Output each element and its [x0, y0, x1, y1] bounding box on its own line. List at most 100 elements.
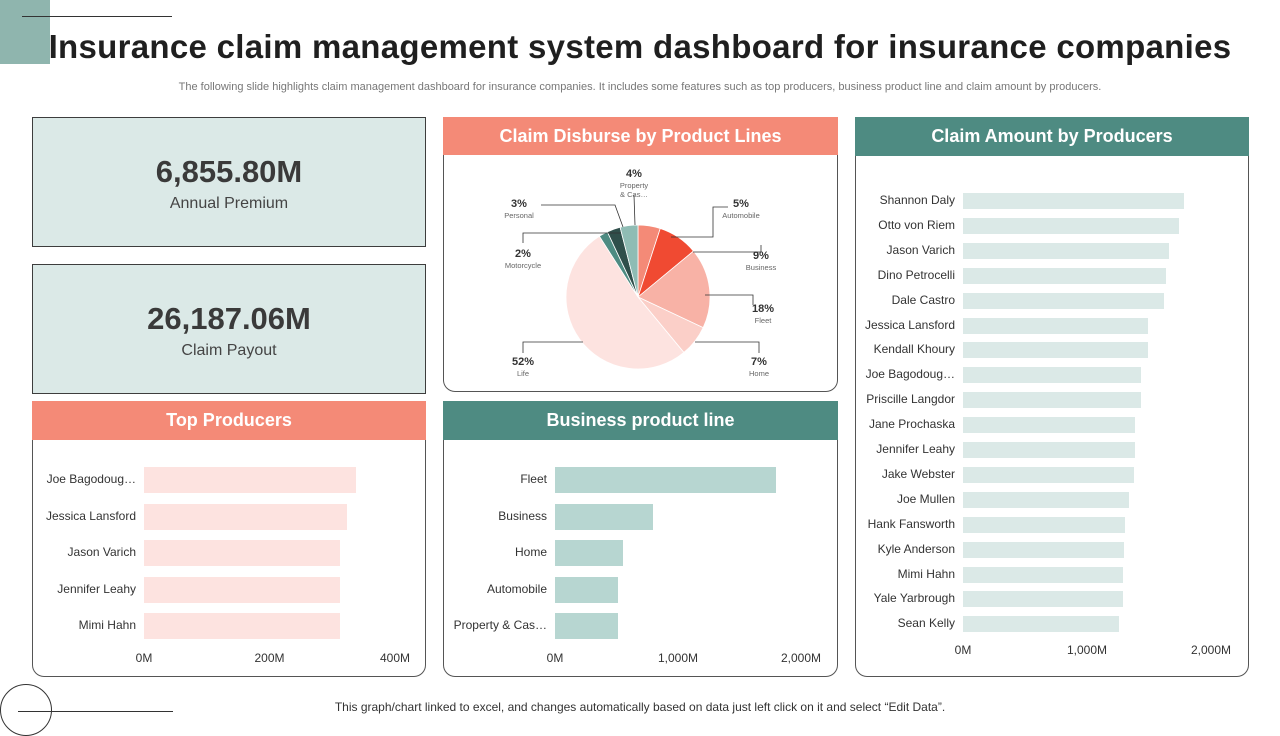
bottom-divider-line [18, 711, 173, 712]
bar[interactable] [555, 467, 776, 493]
bar-category-label: Yale Yarbrough [873, 591, 955, 606]
pie-percent-label: 9% [753, 250, 769, 262]
bar[interactable] [144, 613, 340, 639]
bar-category-label: Joe Bagodoug… [46, 472, 136, 486]
pie-category-label: Automobile [722, 211, 760, 220]
axis-tick-label: 400M [379, 651, 411, 665]
pie-slice[interactable] [619, 224, 639, 298]
bar-category-label: Dino Petrocelli [877, 267, 955, 282]
axis-tick-label: 0M [135, 651, 153, 665]
pie-category-label: Personal [504, 211, 534, 220]
claim-disburse-header: Claim Disburse by Product Lines [443, 117, 838, 155]
pie-percent-label: 52% [512, 356, 534, 368]
bar-category-label: Hank Fansworth [867, 516, 955, 531]
bar[interactable] [555, 576, 618, 603]
pie-percent-label: 4% [626, 168, 642, 180]
footer-note: This graph/chart linked to excel, and ch… [334, 700, 946, 714]
bar-category-label: Jake Webster [881, 466, 955, 481]
pie-percent-label: 18% [752, 303, 774, 315]
pie-leader-line [693, 245, 762, 253]
bar[interactable] [144, 467, 357, 493]
bar[interactable] [963, 516, 1125, 533]
axis-tick-label: 200M [254, 651, 285, 665]
claim-amount-chart[interactable]: Shannon Daly Otto von Riem Jason Varich Din… [855, 156, 1249, 677]
pie-percent-label: 2% [515, 248, 531, 260]
bar[interactable] [963, 217, 1179, 234]
axis-tick-label: 2,000M [780, 651, 822, 665]
axis-tick-label: 0M [954, 643, 972, 657]
bar-category-label: Joe Bagodoug… [865, 367, 955, 382]
top-producers-header: Top Producers [32, 401, 426, 440]
bar[interactable] [963, 342, 1149, 359]
bar[interactable] [555, 503, 654, 530]
page-subtitle: The following slide highlights claim man… [178, 81, 1102, 93]
bar[interactable] [963, 292, 1165, 309]
bar-category-label: Mimi Hahn [897, 566, 955, 581]
pie-leader-line [671, 206, 728, 238]
bar[interactable] [963, 442, 1135, 458]
pie-percent-label: 7% [751, 356, 767, 368]
annual-premium-card: 6,855.80M Annual Premium [32, 117, 426, 247]
bar[interactable] [963, 491, 1129, 508]
bar[interactable] [963, 267, 1166, 284]
corner-accent-square [0, 0, 50, 64]
pie-category-label: Business [746, 263, 777, 272]
top-producers-chart[interactable]: Joe Bagodoug… Jessica Lansford Jason Varic… [32, 440, 426, 677]
pie-percent-label: 5% [733, 198, 749, 210]
axis-tick-label: 0M [546, 651, 564, 665]
pie-category-label: & Cas… [620, 190, 648, 199]
pie-percent-label: 3% [511, 198, 527, 210]
bar-category-label: Dale Castro [891, 292, 955, 307]
claim-payout-label: Claim Payout [181, 342, 277, 359]
bar-category-label: Property & Cas… [453, 618, 547, 632]
bar[interactable] [555, 613, 618, 639]
bar[interactable] [144, 540, 340, 566]
pie-slice[interactable] [637, 250, 711, 329]
bar-category-label: Sean Kelly [897, 616, 955, 631]
pie-leader-line [633, 194, 636, 226]
bar[interactable] [963, 591, 1123, 608]
bar[interactable] [963, 193, 1184, 209]
claim-payout-value: 26,187.06M [147, 301, 311, 336]
axis-tick-label: 1,000M [1066, 643, 1108, 657]
bar-category-label: Jane Prochaska [868, 417, 955, 432]
bar[interactable] [963, 541, 1124, 558]
pie-leader-line [522, 341, 583, 353]
bar-category-label: Jason Varich [67, 545, 136, 559]
bar-category-label: Shannon Daly [879, 193, 955, 207]
bar-category-label: Joe Mullen [896, 491, 955, 506]
bar[interactable] [963, 417, 1135, 434]
bar[interactable] [144, 576, 340, 603]
bar[interactable] [555, 540, 623, 566]
top-divider-line [22, 16, 172, 17]
bar-category-label: Jessica Lansford [45, 508, 136, 523]
pie-category-label: Property [620, 181, 649, 190]
pie-chart[interactable]: 5%Automobile 9%Business 18%Fleet 7%Home 52%L… [443, 155, 838, 390]
bar[interactable] [963, 242, 1170, 259]
pie-leader-line [522, 232, 621, 243]
bar[interactable] [144, 503, 348, 530]
annual-premium-value: 6,855.80M [155, 154, 303, 189]
bar-category-label: Business [498, 508, 547, 523]
bar[interactable] [963, 392, 1141, 409]
pie-slice[interactable] [565, 235, 685, 370]
bar[interactable] [963, 367, 1141, 384]
axis-tick-label: 2,000M [1190, 643, 1232, 657]
pie-category-label: Fleet [755, 316, 773, 325]
bar-category-label: Mimi Hahn [78, 618, 136, 632]
business-product-line-header: Business product line [443, 401, 838, 440]
claim-amount-header: Claim Amount by Producers [855, 117, 1249, 156]
pie-category-label: Life [517, 369, 529, 378]
bar[interactable] [963, 566, 1123, 583]
bar[interactable] [963, 317, 1149, 334]
bar[interactable] [963, 466, 1134, 483]
bar-category-label: Kyle Anderson [877, 541, 955, 556]
bar-category-label: Fleet [520, 472, 547, 486]
annual-premium-label: Annual Premium [169, 195, 289, 212]
pie-leader-line [695, 341, 760, 353]
bar[interactable] [963, 616, 1119, 633]
axis-tick-label: 1,000M [657, 651, 699, 665]
business-product-line-chart[interactable]: Fleet Business Home Automobile Property & Ca… [443, 440, 838, 677]
bar-category-label: Priscille Langdor [866, 392, 955, 407]
bar-category-label: Kendall Khoury [873, 342, 955, 357]
